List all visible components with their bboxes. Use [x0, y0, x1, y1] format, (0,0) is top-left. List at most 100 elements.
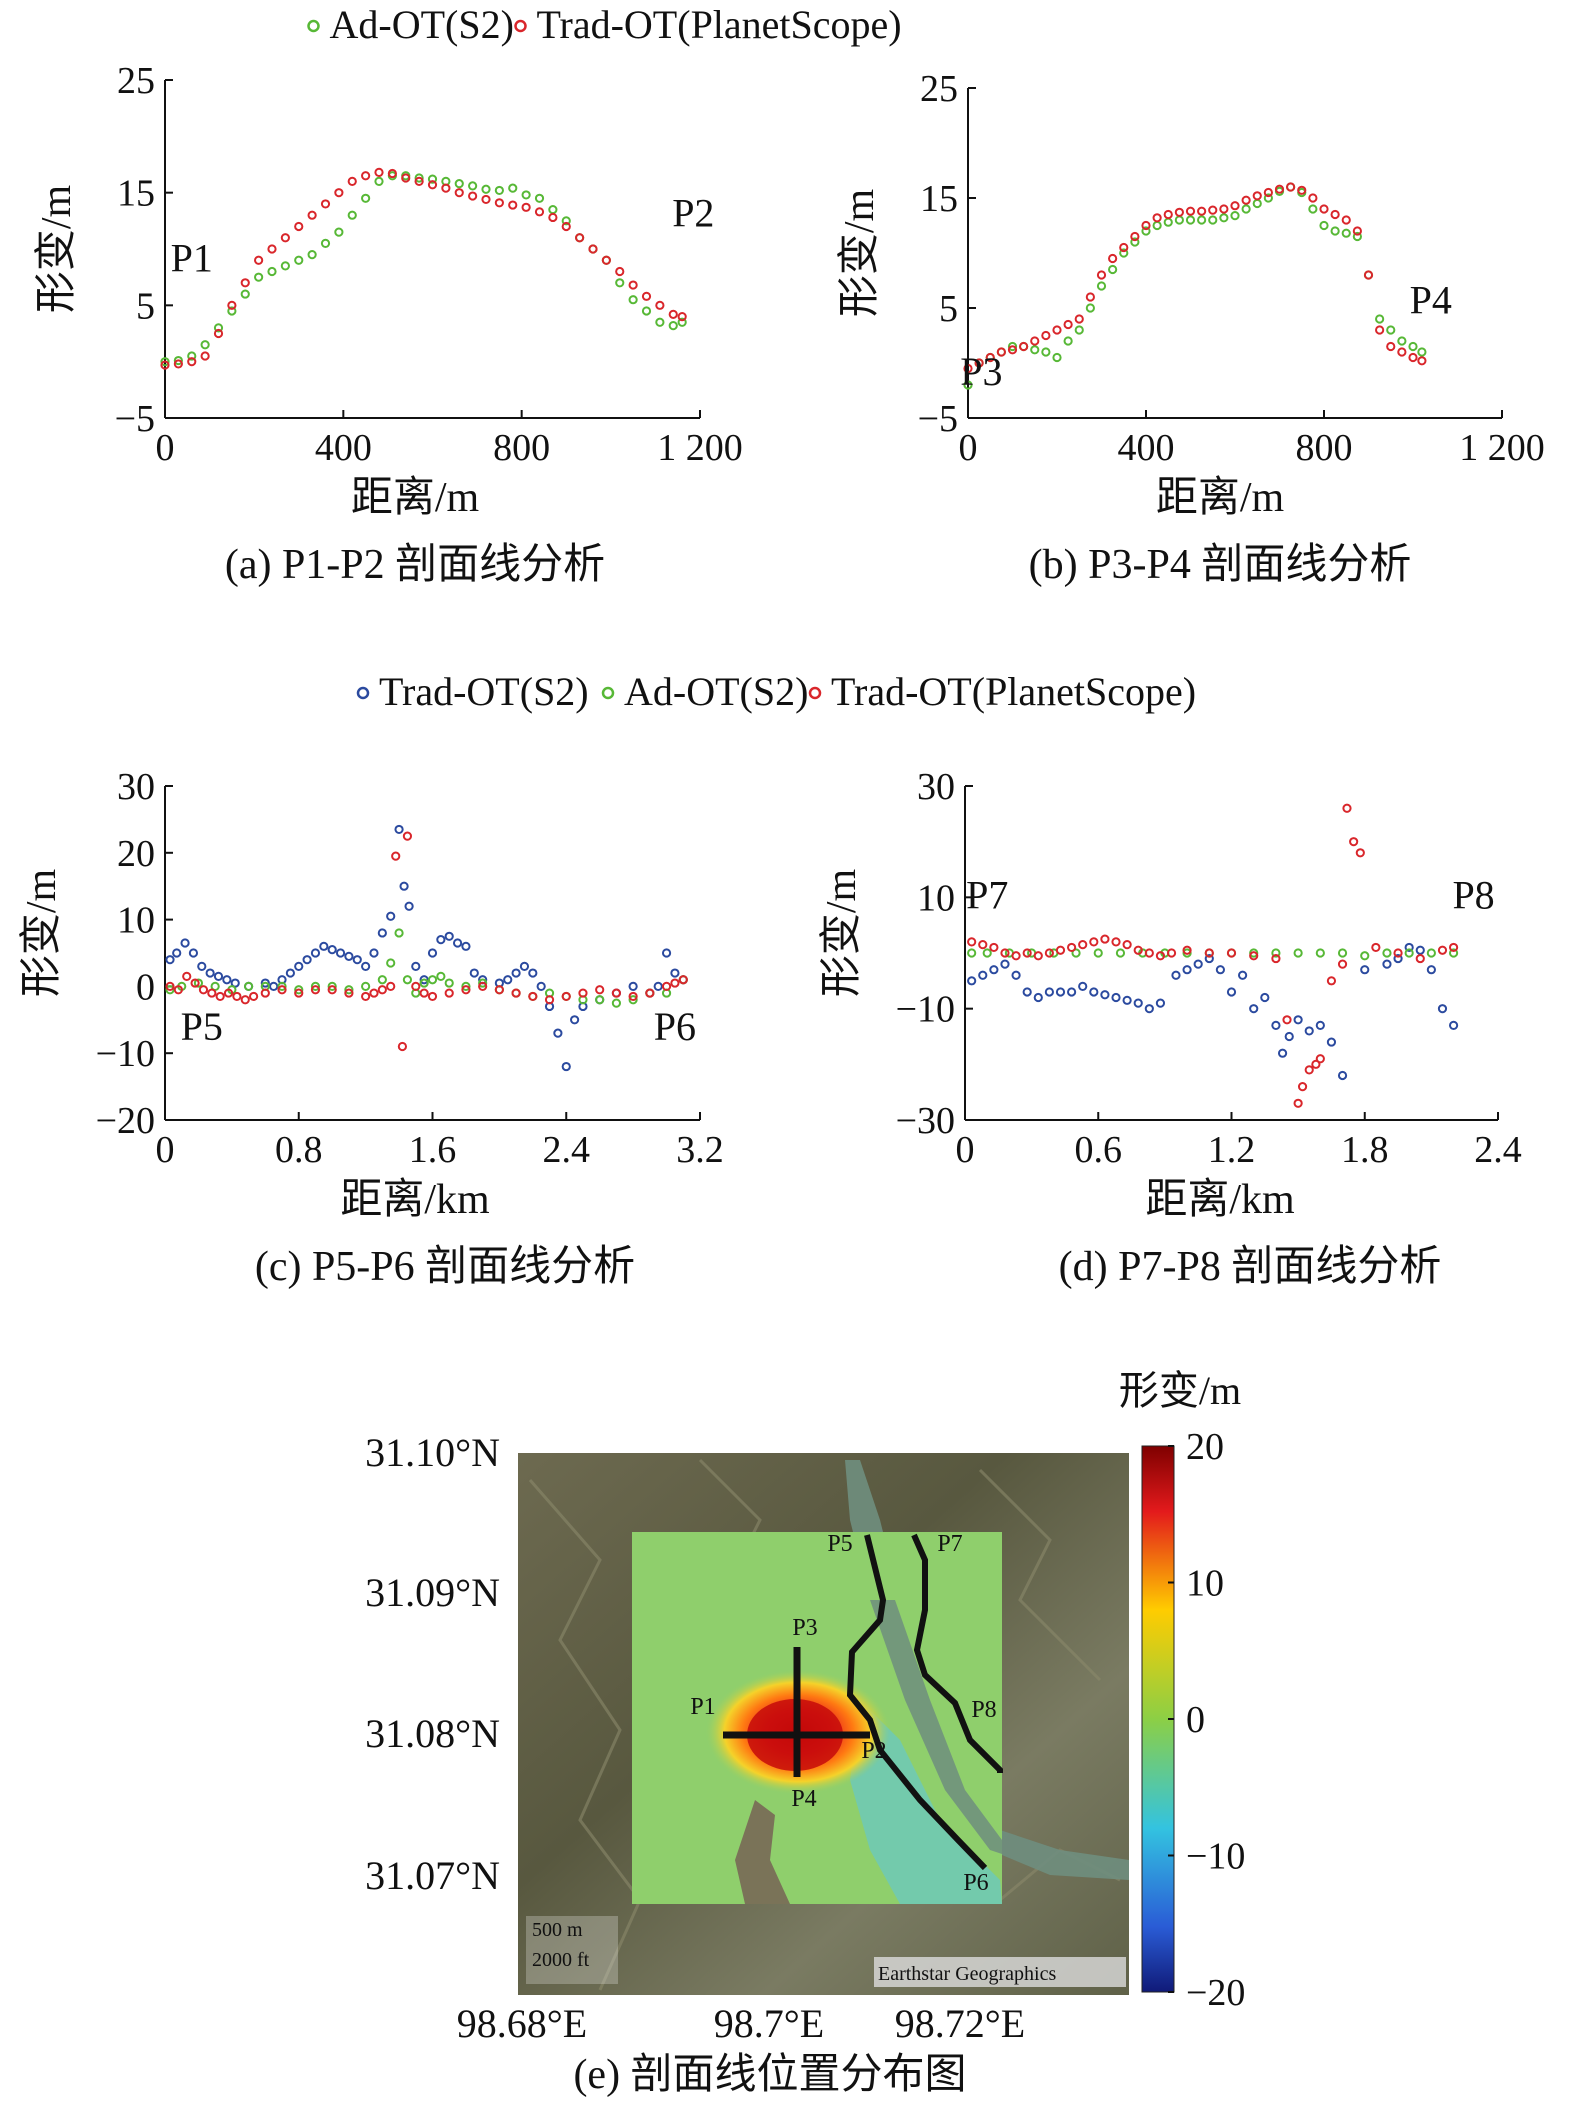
point-c-s0-29 [411, 961, 421, 971]
point-b-s1-24 [1230, 201, 1240, 211]
point-c-s2-40 [661, 981, 672, 992]
point-a-s0-4 [213, 323, 224, 333]
point-d-s0-7 [1044, 987, 1054, 997]
y-tick-label-c-4: 20 [117, 833, 155, 875]
point-b-s1-28 [1274, 184, 1285, 194]
point-b-s1-32 [1319, 204, 1329, 214]
point-a-s1-35 [628, 280, 638, 290]
point-a-s1-37 [655, 300, 665, 310]
legend-top-marker-0 [307, 19, 320, 33]
point-a-s0-34 [615, 278, 625, 288]
point-c-s0-10 [260, 978, 270, 988]
point-b-s0-41 [1417, 347, 1427, 357]
point-a-s1-26 [508, 200, 518, 210]
legend-top-label-0: Ad-OT(S2) [330, 2, 514, 47]
y-tick-label-a-2: 15 [117, 173, 155, 215]
point-d-s0-12 [1100, 990, 1110, 1000]
point-a-s1-7 [254, 255, 264, 265]
point-a-s0-38 [668, 321, 678, 331]
point-c-s0-6 [213, 971, 224, 981]
point-c-s2-26 [427, 991, 438, 1002]
point-d-s2-22 [1249, 951, 1259, 961]
point-c-s0-23 [369, 948, 379, 958]
point-b-s1-27 [1263, 187, 1273, 198]
point-c-s1-21 [444, 978, 454, 988]
point-d-s1-14 [1271, 948, 1281, 958]
point-a-s0-15 [361, 193, 371, 203]
point-a-s0-24 [481, 184, 491, 194]
point-c-s2-9 [240, 995, 250, 1005]
point-d-s0-29 [1284, 1031, 1294, 1042]
point-d-s0-17 [1155, 998, 1166, 1008]
point-d-s2-5 [1022, 948, 1032, 958]
point-c-s2-20 [386, 981, 396, 992]
point-c-s1-19 [427, 975, 438, 985]
point-c-s0-4 [197, 961, 207, 971]
point-c-s2-19 [377, 985, 387, 995]
point-d-s0-18 [1171, 970, 1181, 980]
point-b-s1-21 [1197, 206, 1207, 216]
point-c-s2-39 [645, 988, 655, 998]
x-tick-label-c-1: 0.8 [275, 1129, 323, 1171]
point-b-s0-23 [1219, 213, 1229, 223]
point-d-s2-28 [1311, 1059, 1321, 1069]
annotation-a-0: P1 [171, 236, 213, 281]
point-b-s1-31 [1308, 193, 1318, 203]
annotation-a-1: P2 [672, 190, 714, 235]
x-label-c: 距离/km [340, 1176, 490, 1223]
point-d-s2-24 [1282, 1015, 1292, 1025]
point-d-s2-26 [1297, 1082, 1308, 1092]
y-tick-label-b-2: 15 [920, 178, 958, 220]
point-a-s1-27 [521, 202, 531, 212]
point-c-s2-22 [397, 1041, 408, 1052]
point-d-s2-20 [1204, 948, 1214, 958]
point-b-s1-26 [1252, 191, 1262, 201]
legend-mid-label-2: Trad-OT(PlanetScope) [831, 669, 1196, 714]
point-a-s1-28 [534, 207, 545, 217]
point-c-s2-5 [207, 988, 217, 998]
point-d-s0-4 [1011, 970, 1021, 980]
point-d-s2-16 [1144, 948, 1154, 958]
point-d-s2-2 [989, 942, 999, 953]
point-b-s1-17 [1152, 213, 1162, 223]
y-tick-label-b-1: 5 [939, 288, 958, 330]
point-c-s1-16 [402, 975, 413, 985]
point-b-s1-6 [1030, 336, 1040, 346]
point-a-s0-25 [494, 185, 504, 196]
point-b-s0-37 [1375, 314, 1385, 324]
point-b-s0-22 [1208, 215, 1218, 225]
point-a-s0-5 [227, 306, 237, 316]
point-c-s0-31 [427, 948, 438, 958]
point-c-s0-20 [344, 951, 354, 961]
colorbar-tick-label-2: 0 [1186, 1699, 1205, 1741]
point-b-s1-14 [1119, 242, 1129, 253]
point-d-s1-5 [1071, 948, 1081, 958]
point-a-s0-23 [468, 181, 478, 191]
x-tick-label-a-1: 400 [315, 427, 372, 469]
point-a-s1-6 [240, 278, 250, 288]
point-a-s1-34 [615, 266, 625, 277]
map-label-p1: P1 [690, 1694, 715, 1720]
point-a-s1-29 [548, 212, 558, 223]
lat-tick-31-10: 31.10°N [365, 1430, 500, 1475]
point-b-s1-22 [1208, 205, 1218, 215]
point-c-s0-24 [377, 928, 387, 938]
point-b-s1-16 [1141, 220, 1151, 231]
point-b-s1-19 [1174, 207, 1184, 217]
point-c-s0-36 [469, 968, 479, 978]
point-d-s0-21 [1204, 953, 1214, 964]
point-c-s1-31 [611, 998, 622, 1008]
x-tick-label-d-1: 0.6 [1075, 1129, 1123, 1171]
point-a-s0-2 [187, 351, 197, 361]
point-a-s0-29 [548, 204, 558, 215]
x-tick-label-c-2: 1.6 [409, 1129, 457, 1171]
point-a-s0-27 [521, 190, 531, 200]
lon-tick-98-68: 98.68°E [457, 2001, 587, 2046]
point-a-s1-12 [320, 199, 331, 209]
point-d-s2-18 [1166, 948, 1177, 958]
point-c-s1-22 [461, 981, 471, 992]
x-tick-label-b-1: 400 [1118, 427, 1175, 469]
point-a-s1-39 [677, 312, 687, 322]
point-b-s0-33 [1330, 226, 1340, 236]
point-b-s0-20 [1185, 215, 1196, 225]
